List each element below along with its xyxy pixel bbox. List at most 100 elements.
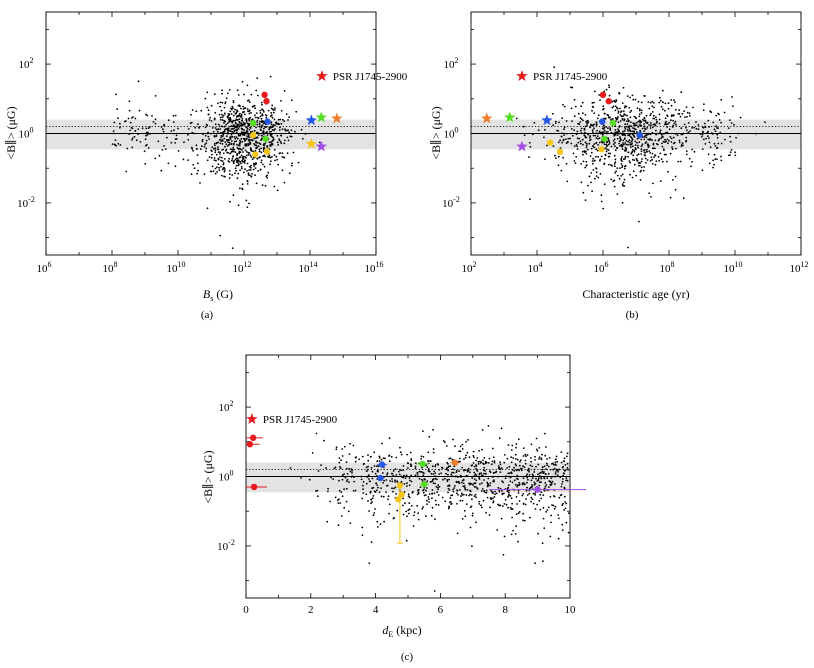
data-point [483,479,485,481]
data-point [360,478,363,481]
data-point [644,95,646,97]
data-point [249,154,252,157]
data-point [429,481,432,483]
data-point [260,147,262,150]
data-point [232,127,235,130]
data-point [231,108,233,111]
data-point [610,164,612,166]
data-point [658,118,661,121]
data-point [409,479,411,482]
data-point [502,481,505,484]
data-point [224,169,226,172]
data-point [524,462,527,465]
data-point [385,479,388,481]
highlight-circle [262,135,269,143]
data-point [528,474,531,476]
data-point [542,560,544,563]
data-point [477,463,480,465]
data-point [223,130,226,133]
data-point [686,111,689,114]
data-point [134,117,137,120]
data-point [239,105,241,108]
data-point [560,451,563,453]
data-point [238,150,241,153]
data-point [513,466,515,469]
data-point [704,143,707,145]
y-tick-exponent: 0 [230,469,234,478]
data-point [501,480,503,483]
data-point [170,141,173,144]
data-point [367,474,370,477]
y-tick-label: 102 [19,56,34,71]
data-point [248,99,250,102]
data-point [510,456,513,458]
data-point [269,134,272,137]
data-point [458,450,460,453]
data-point [311,452,314,454]
data-point [557,141,560,144]
data-point [567,512,570,514]
data-point [468,494,470,497]
data-point [566,466,569,469]
data-point [717,127,719,130]
data-point [197,123,199,126]
data-point [195,144,198,147]
data-point [174,142,177,144]
data-point [597,138,599,140]
data-point [610,178,613,181]
data-point [248,110,251,113]
data-point [222,152,225,155]
data-point [377,465,380,468]
data-point [522,503,525,505]
data-point [563,128,565,131]
data-point [629,96,631,99]
data-point [347,510,350,513]
data-point [530,496,533,499]
data-point [455,481,458,484]
data-point [629,173,631,176]
data-point [584,125,587,128]
data-point [602,107,605,110]
data-point [151,115,153,117]
data-point [638,109,641,112]
data-point [236,137,239,140]
data-point [651,163,654,165]
data-point [270,123,273,126]
data-point [543,465,546,468]
data-point [661,160,664,163]
pulsar-label: PSR J1745-2900 [333,71,408,83]
data-point [232,194,235,197]
data-point [627,140,630,143]
data-point [529,516,531,519]
data-point [174,165,177,168]
data-point [337,524,340,527]
data-point [580,163,582,165]
data-point [667,108,670,110]
data-point [245,144,248,147]
data-point [471,498,473,501]
data-point [608,94,611,97]
data-point [238,120,241,123]
data-point [330,476,333,479]
data-point [256,123,259,126]
data-point [535,477,537,480]
data-point [576,145,578,148]
data-point [720,98,723,101]
data-point [259,109,262,112]
data-point [450,473,452,476]
data-point [472,450,475,453]
data-point [225,143,228,146]
data-point [283,139,286,142]
data-point [404,502,406,505]
data-point [250,156,253,158]
data-point [338,466,341,468]
data-point [625,125,628,128]
data-point [566,452,569,455]
y-axis-title-a: <B∥> (μG) [4,106,18,159]
data-point [111,143,114,146]
data-point [553,463,555,466]
data-point [481,429,484,431]
data-point [447,485,449,487]
data-point [434,477,437,480]
data-point [230,133,233,136]
